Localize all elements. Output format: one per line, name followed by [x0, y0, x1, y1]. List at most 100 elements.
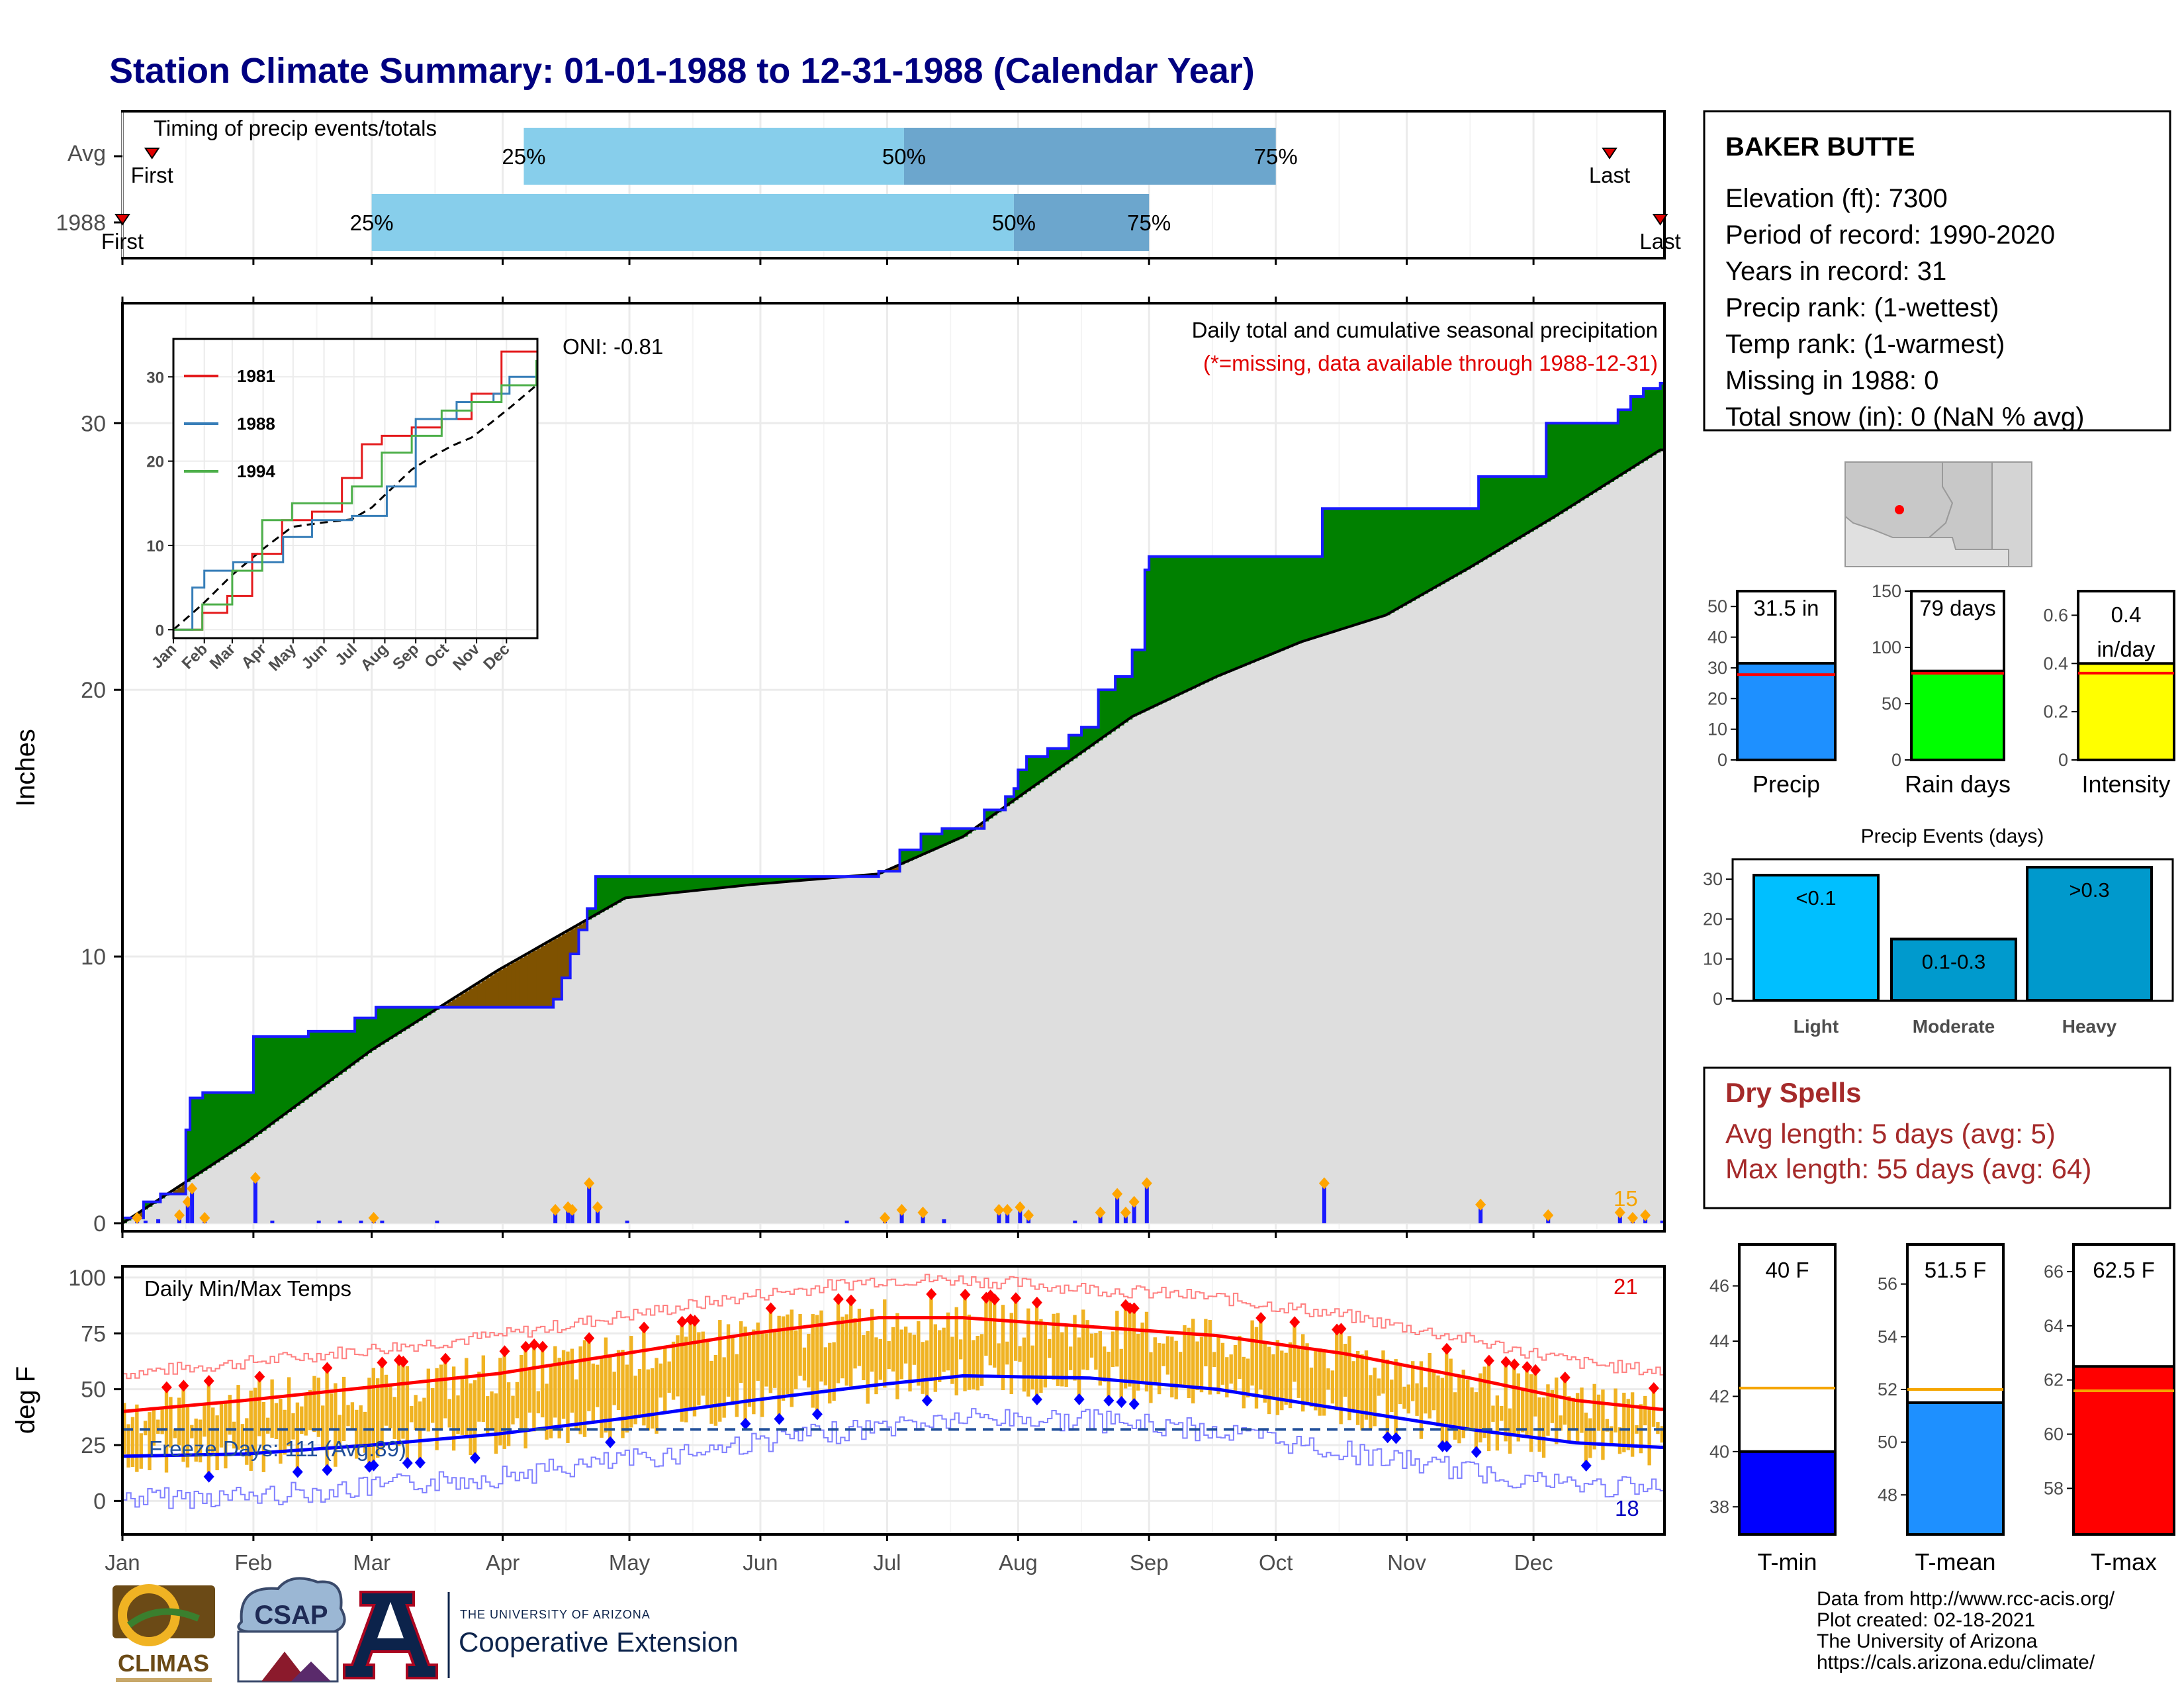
daily-temp-bar [578, 1346, 582, 1434]
summary-tick-label: 50 [1882, 694, 1901, 714]
daily-temp-bar [270, 1379, 274, 1438]
daily-temp-bar [621, 1350, 625, 1438]
summary-tick-label: 100 [1872, 637, 1901, 657]
daily-temp-bar [1491, 1405, 1495, 1422]
above-average-segment [1660, 383, 1665, 450]
temp-summary-tick-label: 60 [2044, 1425, 2064, 1444]
record-low-marker [774, 1413, 785, 1425]
daily-temp-bar [553, 1346, 557, 1418]
event-marker [880, 1211, 891, 1224]
above-average-segment [697, 876, 702, 890]
above-average-segment [1436, 508, 1441, 586]
ua-logo: THE UNIVERSITY OF ARIZONA Cooperative Ex… [343, 1591, 739, 1679]
month-label: Mar [353, 1550, 390, 1575]
footer-line: The University of Arizona [1817, 1630, 2038, 1652]
record-low-marker [1073, 1393, 1085, 1405]
daily-temp-bar [950, 1336, 954, 1384]
above-average-segment [942, 828, 947, 846]
first-label: First [101, 229, 144, 254]
record-high-marker [377, 1356, 388, 1369]
daily-temp-bar [857, 1309, 862, 1366]
daily-temp-bar [718, 1320, 722, 1422]
daily-temp-bar [1398, 1362, 1402, 1405]
temp-summary-tick-label: 44 [1709, 1331, 1729, 1351]
daily-temp-bar [130, 1417, 135, 1468]
daily-precip-bar [1018, 1207, 1023, 1223]
above-average-segment [663, 876, 668, 894]
above-average-segment [304, 1036, 309, 1100]
daily-temp-bar [600, 1357, 604, 1438]
above-average-segment [363, 1017, 368, 1056]
daily-temp-bar [642, 1327, 646, 1426]
below-average-segment [891, 868, 896, 872]
above-average-segment [587, 908, 592, 920]
below-average-segment [473, 986, 478, 1008]
daily-temp-bar [701, 1331, 705, 1396]
above-average-segment [1491, 476, 1496, 555]
daily-temp-bar [878, 1338, 883, 1380]
daily-temp-bar [768, 1308, 773, 1393]
below-average-segment [490, 975, 495, 1008]
above-average-segment [659, 876, 664, 895]
daily-temp-bar [388, 1383, 392, 1429]
above-average-segment [426, 1007, 432, 1015]
event-marker [567, 1203, 578, 1216]
above-average-segment [1073, 735, 1078, 759]
daily-temp-bar [392, 1397, 396, 1439]
record-high-marker [833, 1293, 844, 1305]
above-average-segment [1559, 423, 1564, 514]
above-average-segment [266, 1036, 271, 1128]
above-average-segment [338, 1031, 343, 1075]
above-average-segment [1305, 556, 1310, 641]
above-average-segment [1111, 690, 1116, 732]
daily-temp-bar [1140, 1322, 1144, 1382]
above-average-segment [726, 876, 731, 888]
daily-temp-bar [1085, 1320, 1089, 1370]
daily-temp-bar [1157, 1343, 1161, 1395]
temp-summary-value-label: 40 F [1765, 1258, 1809, 1282]
event-marker [584, 1177, 595, 1190]
above-average-segment [1508, 476, 1513, 545]
below-average-segment [485, 978, 490, 1008]
daily-temp-bar [815, 1315, 819, 1415]
daily-temp-bar [219, 1403, 224, 1448]
daily-precip-bar [899, 1209, 904, 1223]
above-average-segment [300, 1036, 305, 1103]
daily-temp-bar [460, 1376, 465, 1435]
above-average-segment [899, 849, 905, 865]
record-high-marker [1255, 1312, 1267, 1325]
above-average-segment [190, 1098, 195, 1180]
above-average-segment [608, 876, 614, 908]
temp-summary-tick-label: 56 [1878, 1274, 1897, 1294]
summary-tick-label: 50 [1707, 596, 1727, 616]
daily-temp-bar [338, 1415, 341, 1444]
daily-temp-bar [1026, 1308, 1030, 1397]
daily-temp-bar [1233, 1344, 1238, 1391]
daily-temp-bar [502, 1351, 506, 1449]
below-average-segment [561, 933, 567, 978]
daily-temp-bar [1436, 1375, 1440, 1427]
daily-temp-bar [925, 1340, 929, 1401]
above-average-segment [367, 1017, 373, 1053]
daily-temp-bar [283, 1409, 287, 1455]
daily-temp-bar [1259, 1318, 1263, 1390]
daily-temp-bar [1204, 1319, 1208, 1367]
daily-temp-bar [1089, 1333, 1094, 1358]
daily-temp-bar [355, 1409, 359, 1459]
daily-temp-bar [439, 1364, 443, 1429]
daily-temp-bar [866, 1331, 870, 1404]
above-average-segment [917, 849, 922, 857]
daily-temp-bar [786, 1314, 790, 1395]
daily-temp-bar [1626, 1399, 1630, 1450]
daily-temp-bar [1541, 1397, 1546, 1458]
daily-temp-bar [802, 1347, 807, 1381]
above-average-segment [1259, 556, 1264, 659]
daily-temp-bar [1495, 1395, 1500, 1451]
record-low-marker [1471, 1446, 1482, 1458]
above-average-segment [396, 1007, 402, 1034]
above-average-segment [718, 876, 723, 888]
above-average-segment [1085, 727, 1091, 750]
daily-temp-bar [713, 1354, 718, 1426]
above-average-segment [1394, 508, 1399, 611]
daily-temp-bar [967, 1314, 972, 1390]
